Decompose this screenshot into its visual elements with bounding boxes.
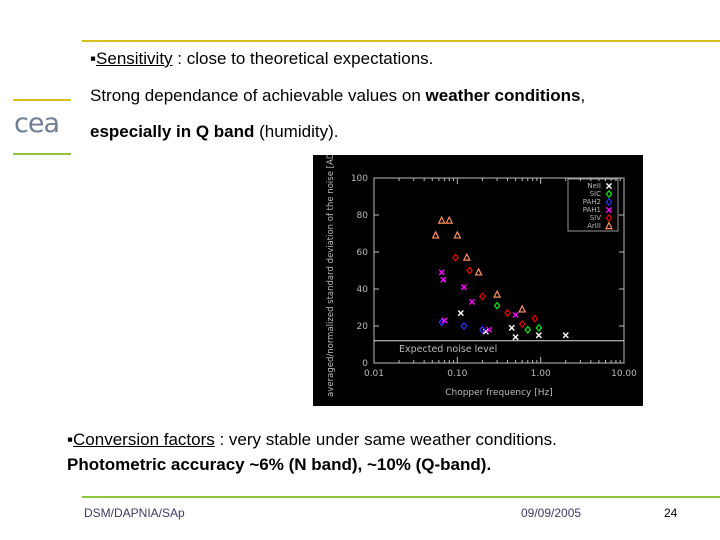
legend-label-pah1: PAH1 bbox=[583, 206, 601, 214]
data-point-ariii bbox=[518, 304, 527, 313]
y-axis-label: averaged/normalized standard deviation o… bbox=[326, 155, 336, 397]
data-point-neii bbox=[562, 332, 569, 339]
data-point-pah1 bbox=[440, 276, 447, 283]
data-point-ariii bbox=[437, 215, 446, 224]
expected-noise-label: Expected noise level bbox=[399, 344, 497, 355]
legend-marker-siv bbox=[605, 213, 613, 223]
photometric-accuracy-line: Photometric accuracy ~6% (N band), ~10% … bbox=[67, 455, 492, 474]
data-point-ariii bbox=[462, 252, 471, 261]
data-point-siv bbox=[452, 253, 459, 262]
logo-bottom-rule bbox=[13, 153, 71, 155]
data-point-siv bbox=[479, 292, 486, 301]
noise-vs-chopper-chart: Chopper frequency [Hz] averaged/normaliz… bbox=[313, 155, 643, 406]
data-point-neii bbox=[482, 328, 489, 335]
data-point-pah1 bbox=[468, 298, 476, 306]
x-tick-label: 0.01 bbox=[364, 369, 384, 379]
logo-top-rule bbox=[13, 99, 71, 101]
data-point-pah2 bbox=[479, 325, 486, 334]
legend-box bbox=[567, 178, 619, 232]
y-tick-label: 80 bbox=[357, 211, 369, 221]
legend-label-neii: NeII bbox=[587, 182, 601, 190]
legend-label-pah2: PAH2 bbox=[583, 198, 601, 206]
q-band-bold: especially in Q band bbox=[90, 122, 255, 141]
footer-rule bbox=[82, 496, 720, 498]
data-point-pah1 bbox=[438, 269, 445, 276]
bullet-sensitivity: ▪Sensitivity : close to theoretical expe… bbox=[90, 49, 433, 69]
y-tick-label: 100 bbox=[351, 174, 368, 184]
data-point-neii bbox=[457, 309, 464, 317]
data-point-siv bbox=[504, 308, 511, 318]
data-point-ariii bbox=[453, 230, 462, 239]
legend-marker-sic bbox=[605, 189, 613, 199]
data-point-ariii bbox=[445, 215, 454, 224]
data-point-neii bbox=[535, 332, 542, 339]
data-point-sic bbox=[493, 301, 501, 310]
data-point-pah1 bbox=[441, 317, 448, 324]
y-tick-label: 60 bbox=[357, 248, 369, 258]
legend-marker-pah1 bbox=[605, 206, 613, 214]
q-band-line: especially in Q band (humidity). bbox=[90, 122, 339, 141]
sensitivity-label: Sensitivity bbox=[96, 49, 173, 68]
footer-page-number: 24 bbox=[664, 506, 678, 520]
x-tick-label: 10.00 bbox=[611, 369, 637, 379]
data-point-ariii bbox=[474, 267, 483, 276]
data-point-pah1 bbox=[460, 284, 468, 291]
legend-label-sic: SIC bbox=[590, 190, 602, 198]
data-point-neii bbox=[512, 334, 519, 341]
y-tick-label: 40 bbox=[357, 285, 369, 295]
header-rule bbox=[82, 40, 720, 42]
data-point-siv bbox=[466, 266, 473, 275]
legend-marker-neii bbox=[605, 182, 613, 190]
data-point-sic bbox=[524, 325, 532, 334]
footer-department: DSM/DAPNIA/SAp bbox=[84, 506, 185, 520]
plot-frame bbox=[373, 177, 625, 364]
legend-marker-pah2 bbox=[605, 197, 613, 207]
data-point-ariii bbox=[431, 230, 440, 239]
footer-date: 09/09/2005 bbox=[521, 506, 582, 520]
weather-conditions-bold: weather conditions bbox=[425, 86, 581, 105]
legend-marker-ariii bbox=[605, 221, 613, 230]
bullet-conversion: ▪Conversion factors : very stable under … bbox=[67, 430, 557, 449]
data-point-pah1 bbox=[512, 311, 519, 318]
data-point-ariii bbox=[493, 289, 502, 298]
x-tick-label: 1.00 bbox=[531, 369, 551, 379]
data-point-siv bbox=[518, 319, 526, 329]
data-point-pah1 bbox=[485, 326, 493, 333]
y-tick-label: 20 bbox=[357, 322, 369, 332]
x-axis-label: Chopper frequency [Hz] bbox=[445, 388, 553, 398]
legend-label-siv: SIV bbox=[590, 214, 602, 222]
sensitivity-text: : close to theoretical expectations. bbox=[172, 49, 434, 68]
x-tick-label: 0.10 bbox=[447, 369, 467, 379]
weather-line: Strong dependance of achievable values o… bbox=[90, 86, 586, 105]
chart-svg: Chopper frequency [Hz] averaged/normaliz… bbox=[326, 155, 637, 398]
conversion-text: : very stable under same weather conditi… bbox=[214, 430, 557, 449]
data-point-siv bbox=[531, 314, 539, 323]
legend-label-ariii: ArIII bbox=[587, 222, 601, 230]
data-point-neii bbox=[508, 324, 515, 331]
y-tick-label: 0 bbox=[362, 359, 368, 369]
data-point-sic bbox=[535, 323, 543, 333]
bullet-marker: ▪ bbox=[90, 49, 97, 68]
conversion-label: Conversion factors bbox=[73, 430, 215, 449]
data-point-pah2 bbox=[460, 321, 468, 331]
cea-logo: cea bbox=[14, 108, 60, 139]
